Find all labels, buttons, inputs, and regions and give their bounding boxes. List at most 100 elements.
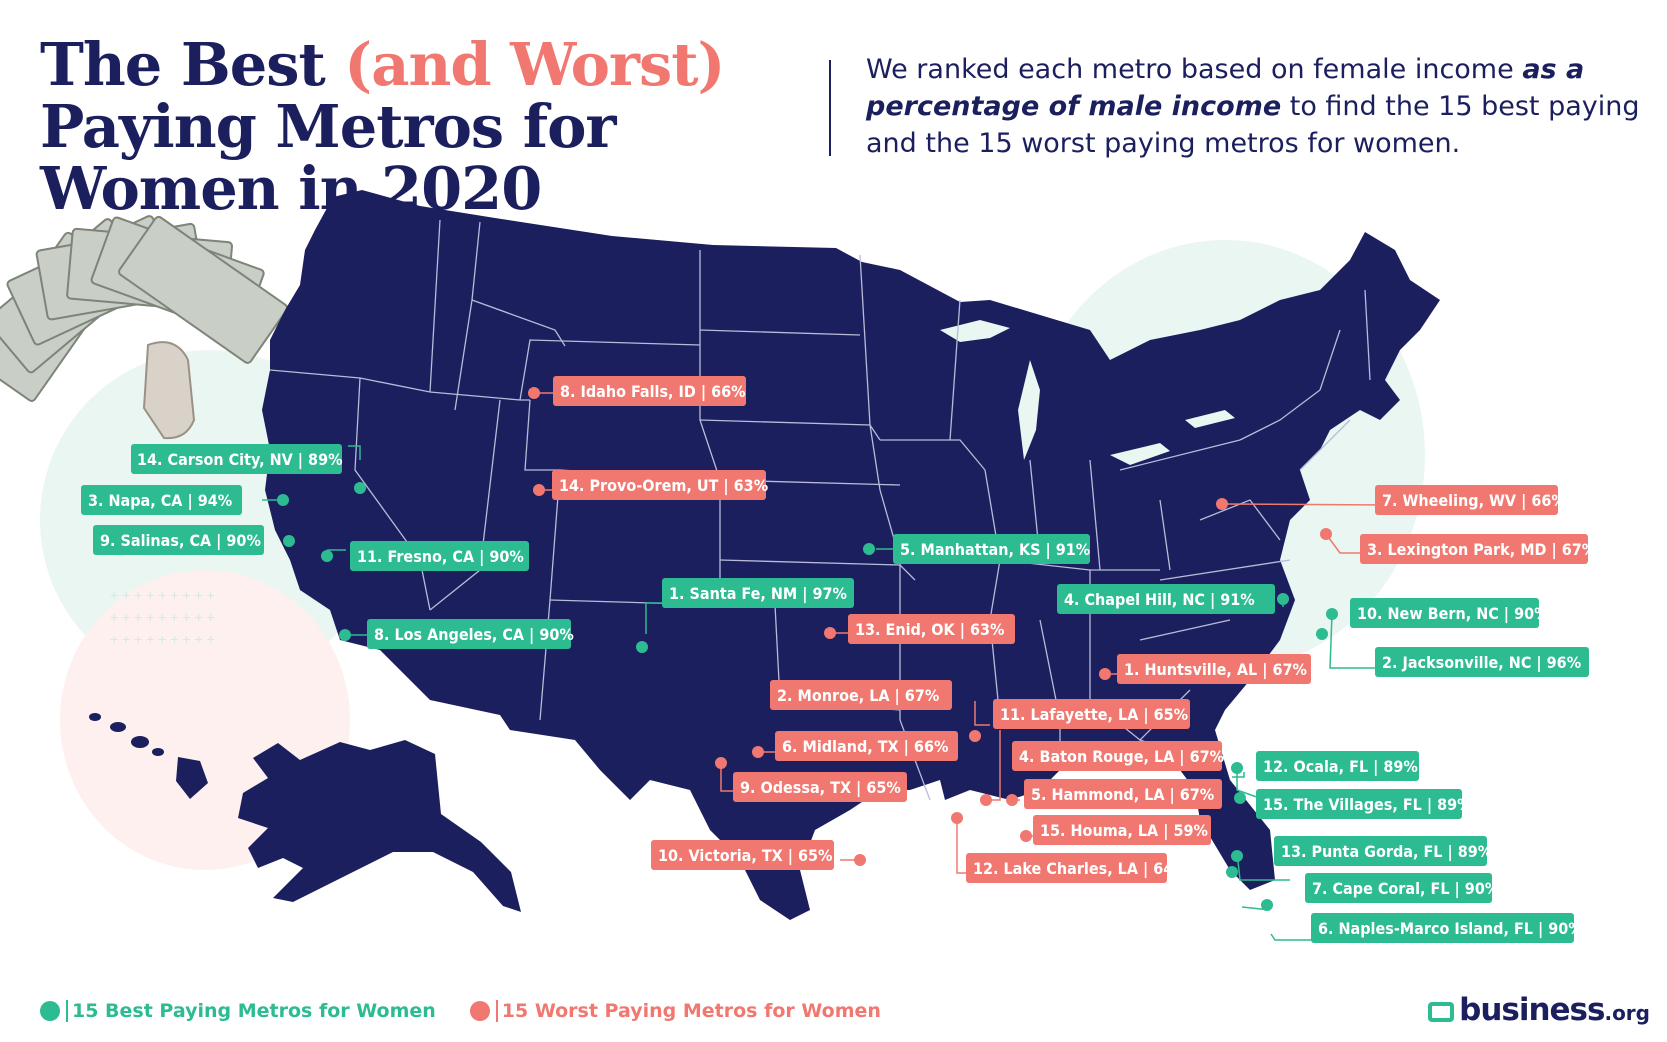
svg-text:6. Midland, TX | 66%: 6. Midland, TX | 66% [782,737,948,757]
svg-text:6. Naples-Marco Island, FL | 9: 6. Naples-Marco Island, FL | 90% [1318,919,1583,939]
legend-worst-label: 15 Worst Paying Metros for Women [501,1000,881,1022]
svg-text:11. Lafayette, LA | 65%: 11. Lafayette, LA | 65% [1000,705,1188,725]
marker-monroe [969,730,981,742]
intro-text: We ranked each metro based on female inc… [866,51,1656,162]
title-part-1: The Best [40,30,345,99]
legend-best-bar [66,1000,68,1022]
legend-best-label: 15 Best Paying Metros for Women [72,1000,436,1022]
svg-text:8. Los Angeles, CA | 90%: 8. Los Angeles, CA | 90% [374,625,574,645]
header-divider [829,60,831,156]
svg-text:+ + + + + + + + +: + + + + + + + + + [110,609,215,625]
briefcase-icon [1428,1002,1455,1022]
svg-text:3. Napa, CA | 94%: 3. Napa, CA | 94% [88,491,232,511]
svg-text:4. Chapel Hill, NC | 91%: 4. Chapel Hill, NC | 91% [1064,590,1255,610]
marker-idaho-falls [528,387,540,399]
svg-text:10. New Bern, NC | 90%: 10. New Bern, NC | 90% [1357,604,1549,624]
svg-text:+ + + + + + + + +: + + + + + + + + + [110,587,215,603]
label-worst-8: 8. Idaho Falls, ID | 66% [553,376,746,406]
svg-text:2. Jacksonville, NC | 96%: 2. Jacksonville, NC | 96% [1382,653,1581,673]
metro-markers [277,387,1338,911]
svg-text:1. Huntsville, AL | 67%: 1. Huntsville, AL | 67% [1124,660,1307,680]
label-worst-2: 2. Monroe, LA | 67% [770,680,952,710]
label-best-11: 11. Fresno, CA | 90% [350,541,529,571]
marker-provo-orem [533,484,545,496]
marker-salinas [283,535,295,547]
marker-cape-coral [1226,866,1238,878]
svg-text:14. Carson City, NV | 89%: 14. Carson City, NV | 89% [137,450,343,470]
page-title: The Best (and Worst) Paying Metros for W… [40,34,820,220]
label-best-14: 14. Carson City, NV | 89% [131,444,343,474]
alaska-shape [238,740,521,912]
svg-text:+ + + + + + + + +: + + + + + + + + + [110,631,215,647]
svg-text:15. The Villages, FL | 89%: 15. The Villages, FL | 89% [1263,795,1472,815]
svg-text:12. Ocala, FL | 89%: 12. Ocala, FL | 89% [1263,757,1418,777]
title-part-2: Paying Metros for Women in 2020 [40,92,617,223]
svg-text:4. Baton Rouge, LA | 67%: 4. Baton Rouge, LA | 67% [1019,747,1224,767]
svg-text:10. Victoria, TX | 65%: 10. Victoria, TX | 65% [658,846,832,866]
marker-santa-fe [636,641,648,653]
best-paying-labels: 14. Carson City, NV | 89% 3. Napa, CA | … [81,444,1589,943]
marker-naples [1261,899,1273,911]
marker-punta-gorda [1231,850,1243,862]
label-worst-5: 5. Hammond, LA | 67% [1024,779,1222,809]
svg-text:9. Salinas, CA | 90%: 9. Salinas, CA | 90% [100,531,261,551]
svg-text:15. Houma, LA | 59%: 15. Houma, LA | 59% [1040,821,1208,841]
marker-houma [1020,830,1032,842]
legend-best: 15 Best Paying Metros for Women [40,1000,436,1022]
marker-baton-rouge [1006,794,1018,806]
svg-text:8. Idaho Falls, ID | 66%: 8. Idaho Falls, ID | 66% [560,382,746,402]
label-best-5: 5. Manhattan, KS | 91% [893,534,1090,564]
legend-best-dot [40,1001,60,1021]
label-worst-1: 1. Huntsville, AL | 67% [1117,654,1311,684]
brand-logo: business .org [1428,992,1650,1028]
label-worst-13: 13. Enid, OK | 63% [848,614,1015,644]
marker-jacksonville [1316,628,1328,640]
label-best-8: 8. Los Angeles, CA | 90% [367,619,574,649]
svg-text:3. Lexington Park, MD | 67%: 3. Lexington Park, MD | 67% [1367,540,1596,560]
marker-new-bern [1326,608,1338,620]
label-best-3: 3. Napa, CA | 94% [81,485,242,515]
marker-napa [277,494,289,506]
label-worst-14: 14. Provo-Orem, UT | 63% [552,470,768,500]
marker-odessa [715,757,727,769]
label-best-10: 10. New Bern, NC | 90% [1350,598,1549,628]
svg-text:14. Provo-Orem, UT | 63%: 14. Provo-Orem, UT | 63% [559,476,768,496]
brand-name: business [1459,992,1605,1028]
marker-ocala [1231,762,1243,774]
legend-worst-dot [469,1001,490,1021]
label-best-4: 4. Chapel Hill, NC | 91% [1057,584,1275,614]
intro-line-1: We ranked each metro based on female inc… [866,54,1523,85]
label-best-15: 15. The Villages, FL | 89% [1256,789,1472,819]
label-worst-12: 12. Lake Charles, LA | 64% [966,853,1188,883]
label-worst-15: 15. Houma, LA | 59% [1033,815,1211,845]
label-worst-4: 4. Baton Rouge, LA | 67% [1012,741,1224,771]
label-worst-10: 10. Victoria, TX | 65% [651,840,834,870]
label-worst-7: 7. Wheeling, WV | 66% [1375,485,1566,515]
marker-chapel-hill [1277,593,1289,605]
money-fan-icon [0,215,289,440]
bg-plus-grid: + + + + + + + + + + + + + + + + + + + + … [110,587,215,647]
marker-lexington-park [1320,528,1332,540]
marker-victoria [854,854,866,866]
brand-tld: .org [1604,1001,1650,1025]
title-accent: (and Worst) [344,30,725,99]
svg-text:9. Odessa, TX | 65%: 9. Odessa, TX | 65% [740,778,901,798]
label-best-12: 12. Ocala, FL | 89% [1256,751,1419,781]
svg-text:7. Cape Coral, FL | 90%: 7. Cape Coral, FL | 90% [1312,879,1499,899]
svg-text:5. Hammond, LA | 67%: 5. Hammond, LA | 67% [1031,785,1214,805]
legend: 15 Best Paying Metros for Women 15 Worst… [40,998,915,1024]
intro-line-2: to find the 15 best paying and the 15 wo… [866,91,1640,159]
intro-emphasis: as a percentage of male income [866,54,1585,122]
svg-text:12. Lake Charles, LA | 64%: 12. Lake Charles, LA | 64% [973,859,1188,879]
label-best-9: 9. Salinas, CA | 90% [93,525,264,555]
svg-text:1. Santa Fe, NM | 97%: 1. Santa Fe, NM | 97% [669,584,847,604]
legend-worst-bar [495,1000,498,1022]
svg-text:13. Punta Gorda, FL | 89%: 13. Punta Gorda, FL | 89% [1281,842,1492,862]
contiguous-us-shape [262,190,1440,920]
marker-lafayette [980,794,992,806]
marker-manhattan [863,543,875,555]
label-worst-11: 11. Lafayette, LA | 65% [993,699,1190,729]
marker-wheeling [1216,498,1228,510]
marker-midland [752,746,764,758]
